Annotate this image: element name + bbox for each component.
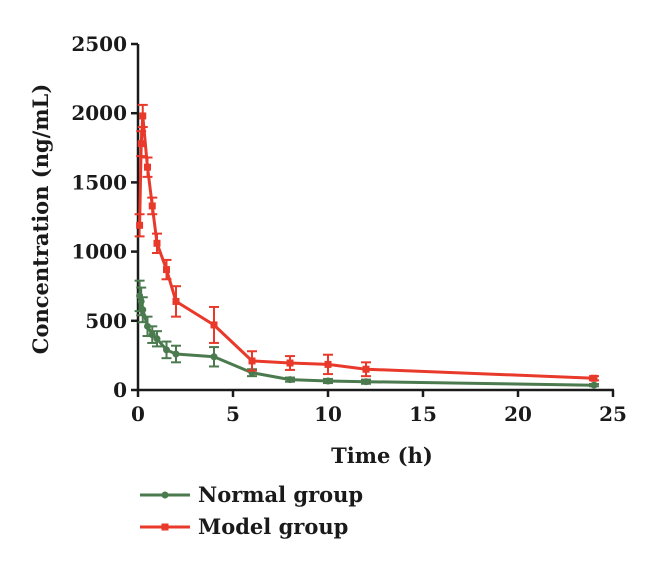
y-tick-label: 1500 [71,170,127,194]
legend-label: Normal group [198,482,363,507]
legend-swatch-marker [161,491,169,499]
data-point [153,239,161,247]
axes: 0 5 10 15 20 25 0 500 1000 1500 2000 2500 [71,32,627,426]
data-point [139,306,147,314]
data-point [148,202,156,210]
y-axis-title: Concentration (ng/mL) [28,84,53,355]
data-point [210,353,218,361]
y-tick-label: 2000 [71,101,127,125]
x-tick-label: 5 [226,402,240,426]
data-point [590,374,598,382]
data-point [172,297,180,305]
series-line [138,114,595,380]
data-point [136,292,144,300]
data-point [144,163,151,171]
data-point [144,322,151,330]
data-point [286,359,294,367]
data-point [324,377,332,385]
data-point [362,365,370,373]
x-tick-label: 15 [409,402,437,426]
data-point [286,376,294,384]
data-point [163,266,170,274]
data-point [248,357,256,365]
data-point [136,221,144,229]
data-point [210,321,218,329]
y-tick-label: 1000 [71,240,127,264]
x-tick-label: 10 [314,402,342,426]
data-point [362,378,370,386]
data-point [163,346,170,354]
data-point [172,350,180,358]
legend-swatch-marker [161,523,169,531]
data-point [139,112,147,120]
x-axis-title: Time (h) [331,443,433,468]
data-point [137,140,145,148]
y-tick-label: 500 [85,309,127,333]
series-layer [134,103,599,389]
data-point [324,360,332,368]
data-point [153,335,161,343]
x-tick-label: 0 [131,402,145,426]
legend: Normal group Model group [140,482,363,539]
series-1 [134,103,599,382]
data-point [137,297,145,305]
y-tick-label: 2500 [71,32,127,56]
x-tick-label: 20 [504,402,532,426]
data-point [590,381,598,389]
y-tick-label: 0 [113,378,127,402]
data-point [148,331,156,339]
x-tick-label: 25 [599,402,627,426]
legend-label: Model group [198,514,348,539]
